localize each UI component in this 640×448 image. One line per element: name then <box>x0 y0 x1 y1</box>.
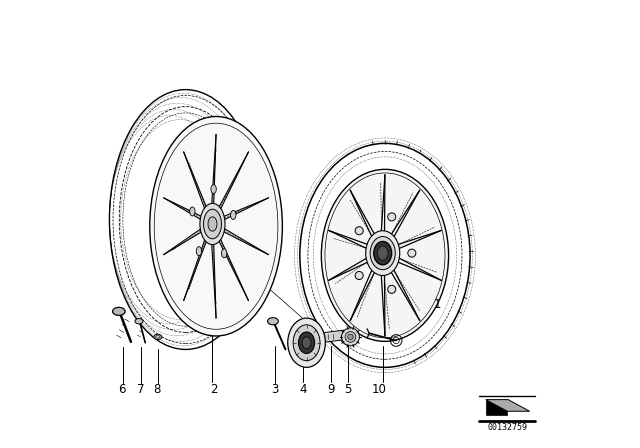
Ellipse shape <box>113 307 125 315</box>
Ellipse shape <box>154 334 162 340</box>
Ellipse shape <box>189 207 195 216</box>
Text: 3: 3 <box>271 383 279 396</box>
Circle shape <box>355 227 363 235</box>
Ellipse shape <box>288 318 325 367</box>
Ellipse shape <box>302 337 311 349</box>
Circle shape <box>348 334 353 340</box>
Text: 5: 5 <box>344 383 352 396</box>
Ellipse shape <box>321 169 449 341</box>
Ellipse shape <box>135 319 143 324</box>
Circle shape <box>388 285 396 293</box>
Ellipse shape <box>211 185 216 194</box>
Ellipse shape <box>200 203 225 245</box>
Text: 4: 4 <box>300 383 307 396</box>
Ellipse shape <box>370 237 396 270</box>
Ellipse shape <box>196 247 202 256</box>
Ellipse shape <box>268 318 278 325</box>
Ellipse shape <box>150 116 282 336</box>
Circle shape <box>342 328 360 346</box>
Ellipse shape <box>365 231 400 276</box>
Text: 10: 10 <box>372 383 387 396</box>
Circle shape <box>388 213 396 221</box>
Polygon shape <box>486 400 508 415</box>
Text: 9: 9 <box>328 383 335 396</box>
Text: 6: 6 <box>118 383 125 396</box>
Text: 2: 2 <box>210 383 217 396</box>
Ellipse shape <box>374 241 392 265</box>
Ellipse shape <box>298 332 315 353</box>
Polygon shape <box>320 330 344 343</box>
Text: 1: 1 <box>434 298 441 311</box>
Text: 7: 7 <box>137 383 145 396</box>
Ellipse shape <box>378 246 388 260</box>
Text: 00132759: 00132759 <box>487 423 527 432</box>
Text: 8: 8 <box>153 383 160 396</box>
Ellipse shape <box>293 325 320 361</box>
Ellipse shape <box>230 211 236 220</box>
Circle shape <box>355 271 363 280</box>
Ellipse shape <box>208 217 217 231</box>
Ellipse shape <box>204 209 221 239</box>
Circle shape <box>345 332 356 342</box>
Polygon shape <box>486 400 530 411</box>
Circle shape <box>408 249 416 257</box>
Ellipse shape <box>221 249 227 258</box>
